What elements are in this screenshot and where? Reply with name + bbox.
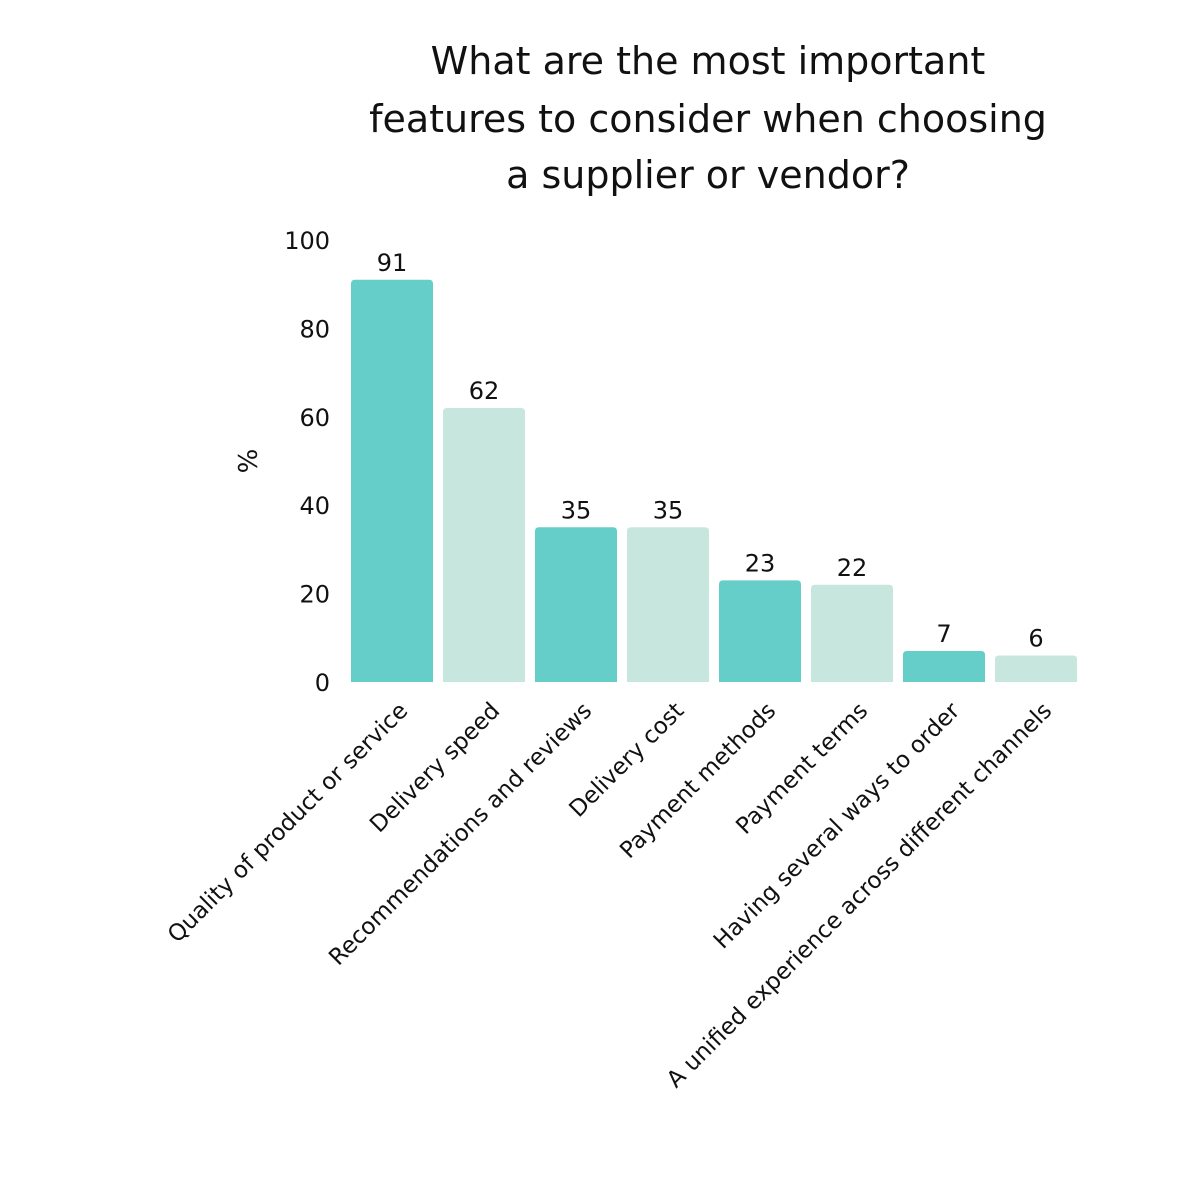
category-label: Payment methods: [615, 698, 781, 864]
y-tick-label: 60: [299, 404, 330, 432]
bars: [351, 279, 1077, 682]
bar-value-label: 62: [469, 377, 500, 405]
bar-value-label: 6: [1028, 624, 1043, 652]
chart-title: What are the most important features to c…: [369, 39, 1047, 197]
bar: [903, 651, 985, 682]
chart-title-line: What are the most important: [431, 39, 986, 83]
y-tick-label: 0: [315, 669, 330, 697]
bar-value-label: 35: [653, 496, 684, 524]
bar: [995, 655, 1077, 682]
y-axis: 0 20 40 60 80 100%: [234, 227, 330, 697]
value-labels: 91 62 35 35 23 22 7 6: [377, 249, 1044, 653]
bar: [443, 407, 525, 682]
bar: [811, 584, 893, 682]
bar: [719, 580, 801, 682]
bar: [627, 527, 709, 682]
y-tick-label: 80: [299, 315, 330, 343]
y-axis-title: %: [234, 449, 264, 474]
bar: [535, 527, 617, 682]
bar-value-label: 91: [377, 249, 408, 277]
bar-value-label: 22: [837, 554, 868, 582]
bar-value-label: 7: [936, 620, 951, 648]
bar-value-label: 23: [745, 549, 776, 577]
chart-title-line: a supplier or vendor?: [506, 153, 910, 197]
y-tick-label: 40: [299, 492, 330, 520]
y-tick-label: 100: [284, 227, 330, 255]
bar-value-label: 35: [561, 496, 592, 524]
y-tick-label: 20: [299, 581, 330, 609]
bar: [351, 279, 433, 682]
chart-title-line: features to consider when choosing: [369, 97, 1047, 141]
